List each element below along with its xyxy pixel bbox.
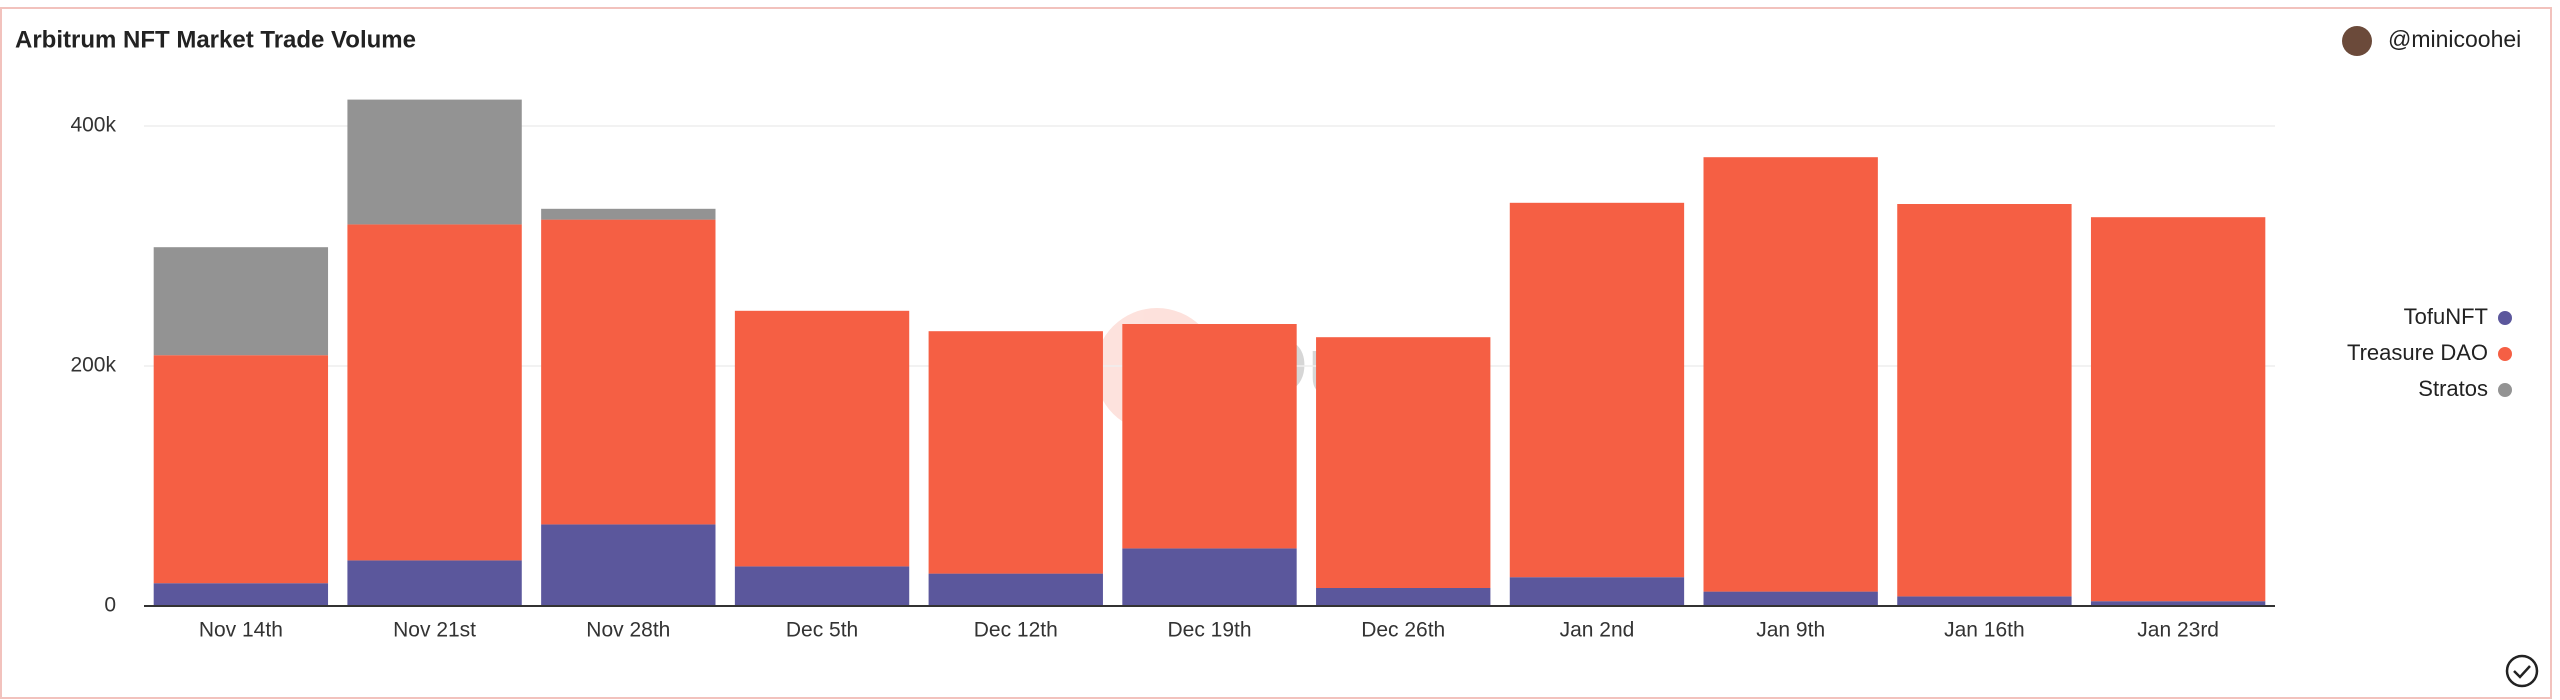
bar-segment xyxy=(1703,157,1878,592)
x-tick-label: Dec 26th xyxy=(1361,619,1445,642)
bar-segment xyxy=(1316,588,1491,606)
x-tick-label: Dec 5th xyxy=(786,619,858,642)
legend-label: Stratos xyxy=(2418,376,2488,401)
bar-segment xyxy=(347,560,522,606)
bar-segment xyxy=(1509,202,1685,578)
bar-segment xyxy=(1316,337,1491,588)
y-tick-label: 200k xyxy=(70,354,116,377)
x-tick-label: Nov 14th xyxy=(199,619,283,642)
chart-title: Arbitrum NFT Market Trade Volume xyxy=(15,26,416,53)
y-tick-label: 400k xyxy=(70,114,116,137)
bar-segment xyxy=(1703,591,1878,606)
bar-segment xyxy=(153,583,329,606)
bar-segment xyxy=(347,224,522,561)
x-tick-label: Nov 28th xyxy=(586,619,670,642)
x-tick-label: Nov 21st xyxy=(393,619,476,642)
bar-segment xyxy=(1509,577,1685,606)
bar-segment xyxy=(928,331,1103,574)
legend-label: Treasure DAO xyxy=(2347,340,2488,365)
legend-swatch xyxy=(2498,311,2512,325)
legend-swatch xyxy=(2498,347,2512,361)
bar-segment xyxy=(541,208,716,220)
legend-swatch xyxy=(2498,383,2512,397)
author: @minicoohei xyxy=(2388,26,2521,52)
bar-segment xyxy=(153,355,329,584)
bar-segment xyxy=(2090,601,2266,606)
check-icon[interactable] xyxy=(2505,654,2539,688)
bar-segment xyxy=(928,573,1103,606)
y-tick-label: 0 xyxy=(104,594,116,617)
bar-segment xyxy=(1897,596,2072,606)
bar-segment xyxy=(1122,324,1297,549)
x-tick-label: Jan 9th xyxy=(1756,619,1825,642)
bar-segment xyxy=(153,247,329,356)
bar-segment xyxy=(1122,548,1297,606)
bar-segment xyxy=(1897,204,2072,597)
avatar xyxy=(2342,26,2372,56)
bar-segment xyxy=(541,524,716,606)
x-tick-label: Jan 16th xyxy=(1944,619,2025,642)
legend-label: TofuNFT xyxy=(2404,304,2488,329)
bar-segment xyxy=(2090,217,2266,602)
bar-segment xyxy=(734,566,910,606)
x-tick-label: Jan 2nd xyxy=(1560,619,1635,642)
x-tick-label: Dec 12th xyxy=(974,619,1058,642)
frame xyxy=(0,7,2552,699)
bar-segment xyxy=(734,310,910,567)
bar-segment xyxy=(541,219,716,525)
x-tick-label: Jan 23rd xyxy=(2137,619,2219,642)
bar-segment xyxy=(347,99,522,225)
x-tick-label: Dec 19th xyxy=(1167,619,1251,642)
